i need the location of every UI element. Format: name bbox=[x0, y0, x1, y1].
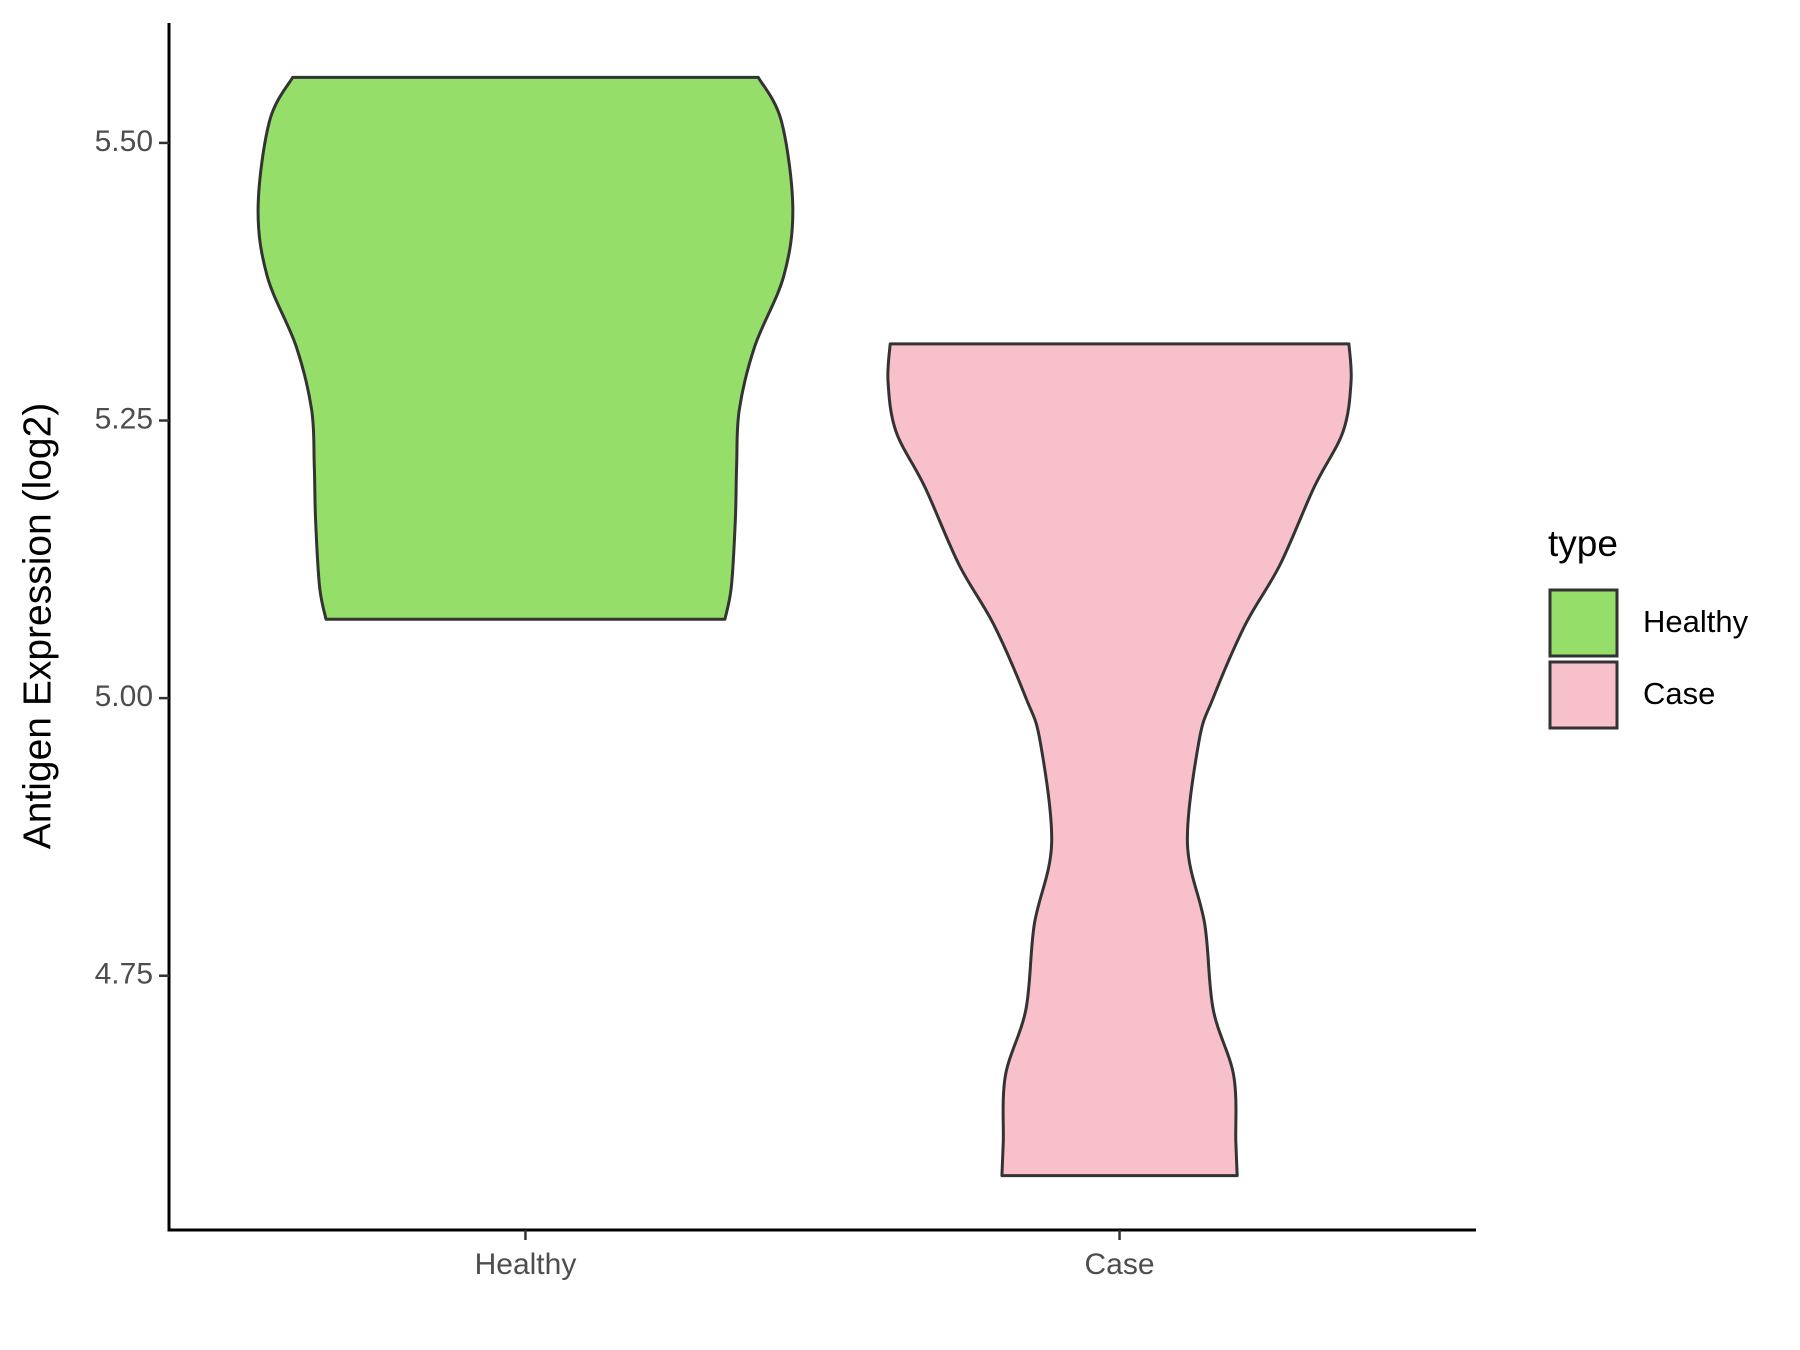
violin bbox=[256, 75, 795, 621]
y-tick-label: 5.00 bbox=[95, 680, 153, 713]
y-tick-label: 4.75 bbox=[95, 958, 153, 991]
y-tick-label: 5.50 bbox=[95, 125, 153, 158]
x-tick-label: Case bbox=[1085, 1248, 1155, 1281]
y-tick-label: 5.25 bbox=[95, 402, 153, 435]
legend-label: Healthy bbox=[1643, 604, 1749, 639]
y-axis-title: Antigen Expression (log2) bbox=[16, 403, 59, 850]
legend-label: Case bbox=[1643, 676, 1715, 711]
legend-key bbox=[1548, 660, 1619, 730]
legend-title: type bbox=[1548, 523, 1618, 564]
x-tick-label: Healthy bbox=[475, 1248, 577, 1281]
legend-key bbox=[1548, 588, 1619, 658]
violin bbox=[886, 342, 1353, 1178]
